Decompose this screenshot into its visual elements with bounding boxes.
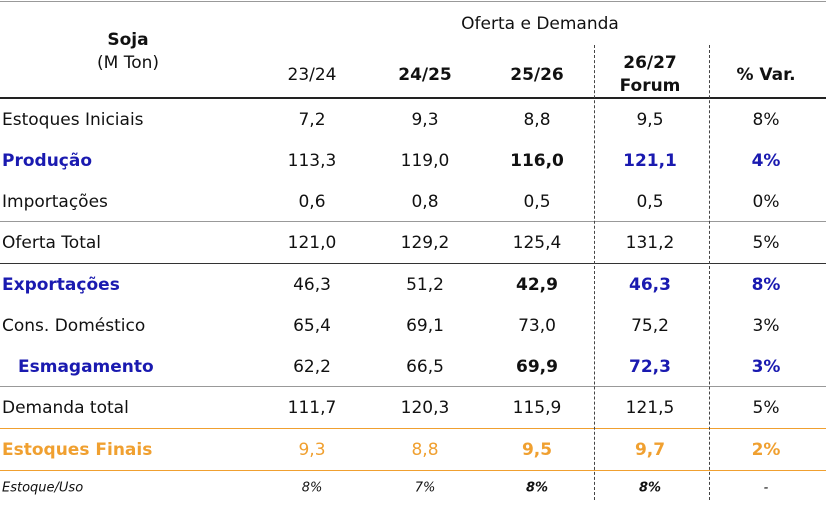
divider [594, 45, 595, 500]
cell: 113,3 [287, 151, 337, 171]
row-label: Estoques Iniciais [2, 110, 144, 130]
cell: 111,7 [287, 398, 337, 418]
divider [709, 45, 710, 500]
row-label: Demanda total [2, 398, 129, 418]
cell: 120,3 [400, 398, 450, 418]
cell: 66,5 [406, 357, 444, 377]
cell: 7,2 [298, 110, 326, 130]
cell: 8% [752, 110, 780, 130]
cell: 3% [752, 316, 780, 336]
column-header: 26/27 [623, 53, 677, 73]
rule [0, 97, 826, 99]
row-label: Estoques Finais [2, 440, 153, 460]
table-title: Soja [107, 30, 149, 50]
cell: 0,5 [523, 192, 551, 212]
cell: 121,1 [623, 151, 677, 171]
cell: 129,2 [400, 233, 450, 253]
column-header: 24/25 [398, 65, 452, 85]
cell: 9,7 [634, 440, 666, 460]
group-header: Oferta e Demanda [461, 14, 619, 34]
cell: 5% [752, 398, 780, 418]
cell: 119,0 [400, 151, 450, 171]
unit: (M Ton) [96, 53, 160, 73]
column-header: 23/24 [287, 65, 337, 85]
cell: 9,3 [411, 110, 439, 130]
row-label: Esmagamento [18, 357, 154, 377]
column-header: 25/26 [510, 65, 564, 85]
cell: 8% [525, 480, 549, 496]
rule [0, 428, 826, 429]
cell: 75,2 [631, 316, 669, 336]
cell: 7% [414, 480, 436, 496]
cell: 125,4 [512, 233, 562, 253]
row-label: Cons. Doméstico [2, 316, 146, 336]
cell: 69,1 [406, 316, 444, 336]
cell: 0% [752, 192, 780, 212]
cell: 116,0 [510, 151, 564, 171]
cell: 8,8 [411, 440, 439, 460]
cell: 65,4 [293, 316, 331, 336]
cell: 42,9 [516, 275, 558, 295]
cell: 51,2 [406, 275, 444, 295]
cell: 8% [751, 275, 781, 295]
row-label: Estoque/Uso [2, 480, 84, 496]
cell: 121,5 [625, 398, 675, 418]
cell: 3% [751, 357, 781, 377]
cell: 9,5 [521, 440, 553, 460]
cell: - [763, 480, 769, 496]
cell: 5% [752, 233, 780, 253]
cell: 2% [751, 440, 781, 460]
row-label: Oferta Total [2, 233, 102, 253]
cell: 73,0 [518, 316, 556, 336]
cell: 46,3 [293, 275, 331, 295]
cell: 46,3 [629, 275, 671, 295]
cell: 0,8 [411, 192, 439, 212]
cell: 115,9 [512, 398, 562, 418]
cell: 9,3 [298, 440, 326, 460]
row-label: Exportações [2, 275, 120, 295]
cell: 62,2 [293, 357, 331, 377]
row-label: Importações [2, 192, 108, 212]
cell: 4% [751, 151, 781, 171]
cell: 8% [638, 480, 662, 496]
cell: 0,5 [636, 192, 664, 212]
cell: 0,6 [298, 192, 326, 212]
rule [0, 470, 826, 471]
row-label: Produção [2, 151, 93, 171]
cell: 72,3 [629, 357, 671, 377]
cell: 8,8 [523, 110, 551, 130]
cell: 121,0 [287, 233, 337, 253]
column-header: Forum [619, 76, 681, 96]
cell: 8% [301, 480, 323, 496]
rule [0, 263, 826, 264]
column-header: % Var. [736, 65, 796, 85]
rule [0, 386, 826, 387]
cell: 9,5 [636, 110, 664, 130]
cell: 131,2 [625, 233, 675, 253]
rule [0, 221, 826, 222]
rule [0, 1, 826, 2]
cell: 69,9 [516, 357, 558, 377]
